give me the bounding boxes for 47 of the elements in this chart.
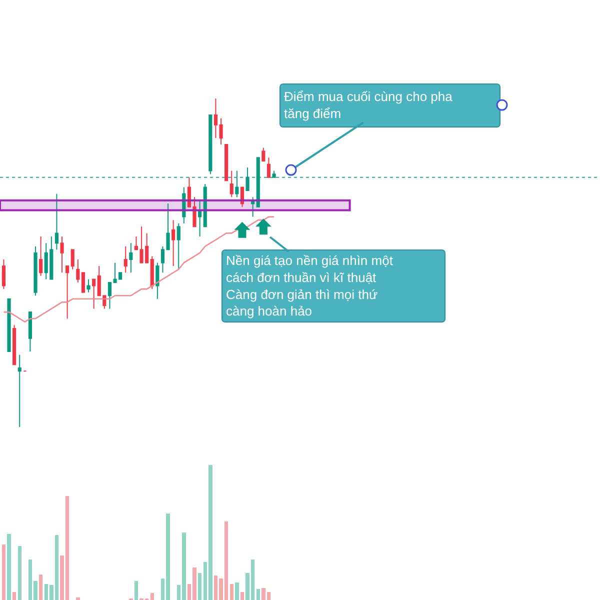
- candlestick: [76, 258, 80, 283]
- candlestick: [262, 147, 266, 162]
- candlestick: [12, 324, 16, 366]
- candlestick: [7, 298, 11, 352]
- candlestick: [272, 170, 276, 178]
- candlestick: [66, 266, 70, 320]
- annotation: Nền giá tạo nền giá nhìn một cách đơn thuần vì kĩ thuật Càng đơn giản thì mọi thứ càng hoàn hảo: [226, 253, 394, 319]
- bar: [18, 546, 22, 600]
- candlestick: [129, 242, 133, 274]
- candlestick: [81, 272, 86, 293]
- candlestick: [28, 312, 32, 352]
- candlestick: [2, 258, 6, 290]
- candlestick: [266, 157, 271, 178]
- candlestick: [198, 200, 202, 237]
- candlestick: [224, 144, 228, 182]
- candlestick: [150, 256, 154, 290]
- candlestick: [86, 278, 90, 293]
- bar: [12, 592, 16, 600]
- candlestick: [246, 167, 250, 192]
- candlestick: [251, 196, 255, 218]
- candlestick: [39, 236, 43, 276]
- bar: [235, 582, 239, 600]
- bar: [198, 572, 202, 600]
- candlestick: [230, 170, 234, 198]
- candlestick: [34, 246, 38, 296]
- candlestick: [176, 222, 180, 270]
- bar: [256, 589, 260, 600]
- bar: [240, 592, 244, 600]
- bar: [76, 597, 80, 600]
- bar: [2, 544, 6, 600]
- candlestick: [70, 249, 74, 270]
- candlestick: [124, 246, 128, 274]
- candlestick: [172, 220, 176, 267]
- candlestick: [235, 170, 239, 198]
- candlestick: [208, 114, 212, 175]
- candlestick: [54, 193, 59, 250]
- text: Điểm mua cuối cùng cho pha tăng điểm: [284, 89, 454, 121]
- candlestick: [156, 262, 160, 300]
- candlestick: [60, 236, 64, 274]
- bar: [230, 584, 234, 600]
- bar: [38, 574, 43, 600]
- candlestick: [256, 157, 260, 208]
- bar: [150, 593, 154, 600]
- candlestick: [92, 278, 96, 310]
- bar: [7, 534, 11, 600]
- bar: [134, 581, 138, 600]
- candlestick: [18, 354, 22, 428]
